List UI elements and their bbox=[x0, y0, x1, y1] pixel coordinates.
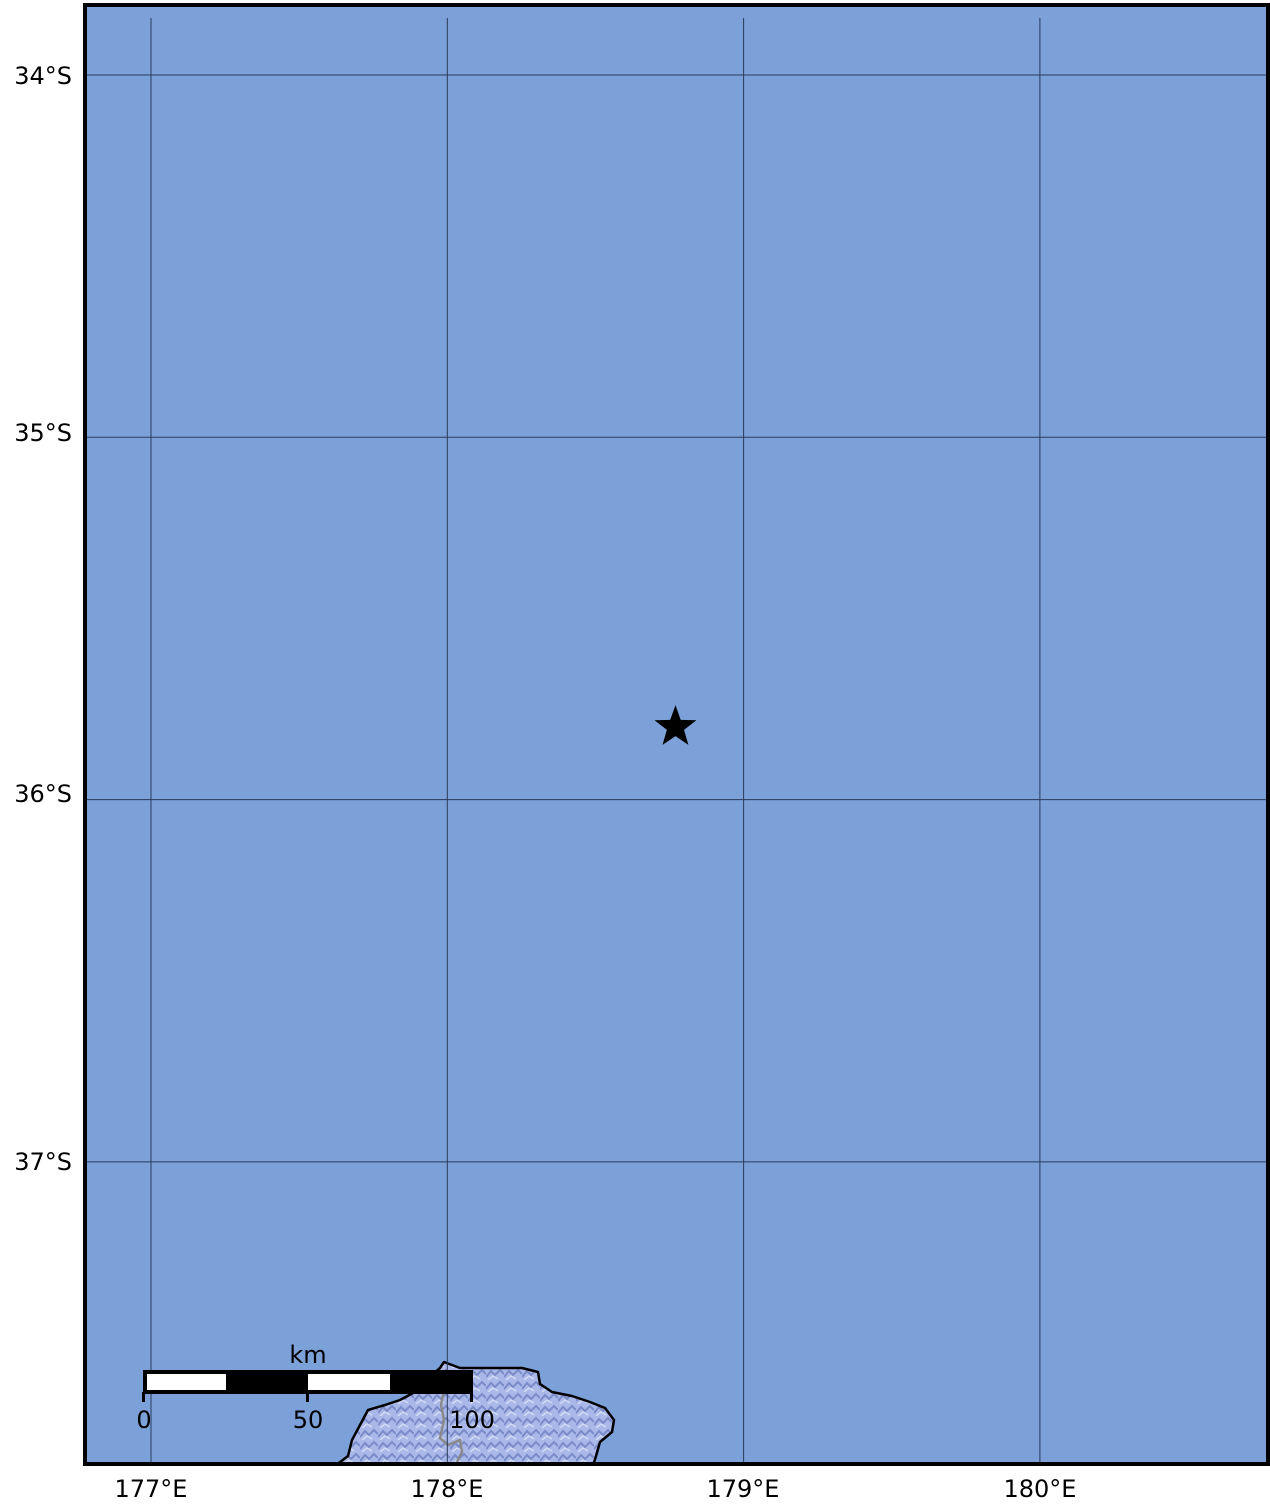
map-frame bbox=[83, 3, 1270, 1466]
scale-bar-segment bbox=[390, 1374, 470, 1390]
scale-unit-label: km bbox=[289, 1341, 326, 1369]
scale-tick bbox=[470, 1392, 473, 1402]
lon-tick-label: 177°E bbox=[115, 1475, 188, 1503]
scale-tick bbox=[142, 1392, 145, 1402]
scale-label-100: 100 bbox=[449, 1406, 495, 1434]
star-icon bbox=[654, 705, 697, 745]
lon-tick-label: 180°E bbox=[1004, 1475, 1077, 1503]
lon-tick-label: 178°E bbox=[411, 1475, 484, 1503]
scale-label-0: 0 bbox=[136, 1406, 151, 1434]
scale-bar-segment bbox=[147, 1374, 226, 1390]
land-mass bbox=[335, 1360, 616, 1464]
scale-bar-segment bbox=[308, 1374, 390, 1390]
graticule bbox=[85, 18, 1268, 1464]
scale-bar-segment bbox=[226, 1374, 308, 1390]
lat-tick-label: 35°S bbox=[14, 419, 72, 447]
lon-tick-label: 179°E bbox=[707, 1475, 780, 1503]
scale-bar: km 0 50 100 bbox=[136, 1341, 495, 1434]
lat-tick-label: 36°S bbox=[14, 780, 72, 808]
road-line bbox=[438, 1389, 464, 1464]
scale-tick bbox=[306, 1392, 309, 1402]
scale-label-50: 50 bbox=[293, 1406, 324, 1434]
lat-tick-label: 34°S bbox=[14, 62, 72, 90]
lat-tick-label: 37°S bbox=[14, 1148, 72, 1176]
